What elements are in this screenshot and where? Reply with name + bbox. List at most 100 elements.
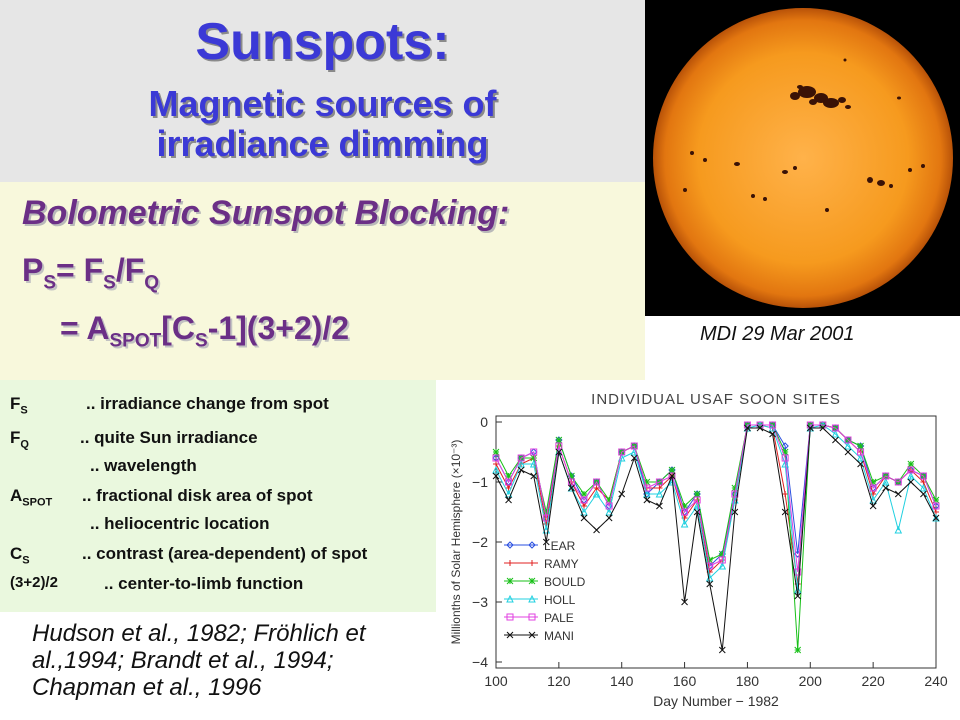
subtitle-line-2: irradiance dimming: [156, 123, 489, 164]
data-point: [505, 472, 512, 480]
data-point: [643, 484, 651, 492]
data-point: [831, 429, 840, 438]
data-point: [881, 477, 890, 486]
y-tick-label: −3: [472, 594, 488, 610]
slide-title: Sunspots:: [195, 13, 450, 71]
eq2-end: +2)/2: [275, 310, 350, 346]
definition-symbol: CS: [10, 544, 30, 567]
data-point: [542, 508, 550, 516]
sunspot-chart: INDIVIDUAL USAF SOON SITES 100 120 140 160 18…: [436, 380, 960, 720]
data-point: [506, 631, 514, 639]
sun-image: [645, 0, 960, 316]
data-point: [528, 541, 536, 549]
legend-label: PALE: [544, 611, 574, 625]
data-point: [630, 442, 638, 450]
data-point: [794, 646, 802, 654]
chart-background: [436, 380, 960, 720]
data-point: [894, 478, 902, 486]
data-point: [681, 508, 689, 516]
x-axis-label: Day Number − 1982: [653, 693, 779, 709]
data-point: [894, 490, 902, 498]
subtitle-line-1: Magnetic sources of: [148, 83, 497, 124]
legend-label: LEAR: [544, 539, 576, 553]
legend-label: RAMY: [544, 557, 579, 571]
data-point: [643, 478, 651, 486]
series-line-mani: [495, 427, 937, 651]
data-point: [907, 478, 915, 486]
eq1-p: P: [22, 252, 44, 288]
data-point: [530, 472, 538, 480]
definition-text: .. heliocentric location: [90, 514, 270, 533]
data-point: [718, 561, 727, 570]
data-point: [593, 478, 601, 486]
data-point: [894, 525, 903, 534]
data-point: [706, 580, 714, 588]
data-point: [656, 502, 663, 510]
x-tick-label: 220: [861, 673, 885, 689]
definition-text: .. fractional disk area of spot: [82, 486, 313, 505]
data-point: [718, 550, 726, 558]
definition-text: .. quite Sun irradiance: [80, 428, 258, 447]
data-point: [844, 436, 852, 444]
definition-symbol: (3+2)/2: [10, 574, 58, 591]
sun-disk: [653, 8, 953, 308]
data-point: [706, 556, 714, 564]
x-tick-label: 100: [484, 673, 508, 689]
data-point: [580, 496, 588, 504]
data-point: [668, 466, 676, 474]
data-point: [857, 448, 865, 456]
chart-title: INDIVIDUAL USAF SOON SITES: [591, 391, 841, 408]
data-point: [506, 594, 514, 603]
data-point: [618, 490, 626, 498]
data-point: [630, 454, 638, 462]
data-point: [643, 496, 651, 504]
data-point: [655, 489, 664, 498]
equation-heading: Bolometric Sunspot Blocking:: [22, 194, 510, 232]
eq1-equals: =: [56, 252, 84, 288]
data-point: [681, 598, 688, 606]
data-point: [507, 560, 513, 566]
definitions-panel: FS .. irradiance change from spot FQ .. …: [0, 380, 436, 612]
data-point: [542, 538, 550, 546]
data-point: [932, 502, 940, 510]
y-tick-label: −2: [472, 534, 488, 550]
equation-panel: [0, 182, 645, 380]
eq1-f: F: [83, 252, 104, 288]
x-tick-label: 120: [547, 673, 571, 689]
data-point: [530, 448, 538, 456]
data-point: [567, 483, 576, 492]
x-tick-label: 140: [610, 673, 634, 689]
title-band: [0, 0, 645, 182]
data-point: [907, 460, 915, 468]
sunspot-group: [683, 58, 925, 212]
data-point: [605, 507, 613, 516]
sun-image-caption: MDI 29 Mar 2001: [700, 323, 855, 345]
data-point: [517, 466, 525, 474]
y-tick-label: −4: [472, 654, 488, 670]
eq1-p-sub: S: [43, 272, 57, 294]
data-point: [819, 424, 827, 432]
references-text: Hudson et al., 1982; Fröhlich et al.,199…: [32, 620, 366, 701]
definition-text: .. irradiance change from spot: [86, 394, 329, 413]
data-point: [744, 424, 751, 432]
data-point: [932, 496, 940, 504]
legend-label: BOULD: [544, 575, 586, 589]
data-point: [680, 519, 689, 528]
data-point: [555, 442, 563, 450]
eq2-bracket: [C: [161, 310, 195, 346]
data-point: [528, 577, 536, 585]
data-point: [528, 631, 536, 639]
data-point: [831, 424, 839, 432]
data-point: [782, 491, 789, 497]
eq2-a: A: [86, 310, 110, 346]
data-point: [605, 496, 613, 504]
data-point: [869, 484, 877, 492]
data-point: [907, 466, 915, 474]
data-point: [517, 459, 525, 468]
data-point: [506, 577, 514, 585]
data-point: [555, 436, 563, 444]
data-point: [568, 484, 575, 492]
data-point: [504, 489, 513, 498]
series-line-pale: [495, 424, 937, 573]
data-point: [506, 541, 514, 549]
